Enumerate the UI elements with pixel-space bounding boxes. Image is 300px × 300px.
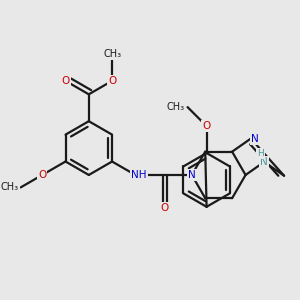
- Text: N: N: [260, 157, 268, 167]
- Text: O: O: [202, 121, 211, 131]
- Text: CH₃: CH₃: [103, 49, 121, 59]
- Text: O: O: [61, 76, 70, 86]
- Text: CH₃: CH₃: [167, 102, 185, 112]
- Text: O: O: [38, 170, 46, 180]
- Text: NH: NH: [131, 170, 147, 180]
- Text: O: O: [108, 76, 116, 86]
- Text: N: N: [251, 134, 259, 144]
- Text: O: O: [161, 202, 169, 213]
- Text: H: H: [257, 149, 264, 158]
- Text: N: N: [188, 170, 196, 180]
- Text: CH₃: CH₃: [1, 182, 19, 192]
